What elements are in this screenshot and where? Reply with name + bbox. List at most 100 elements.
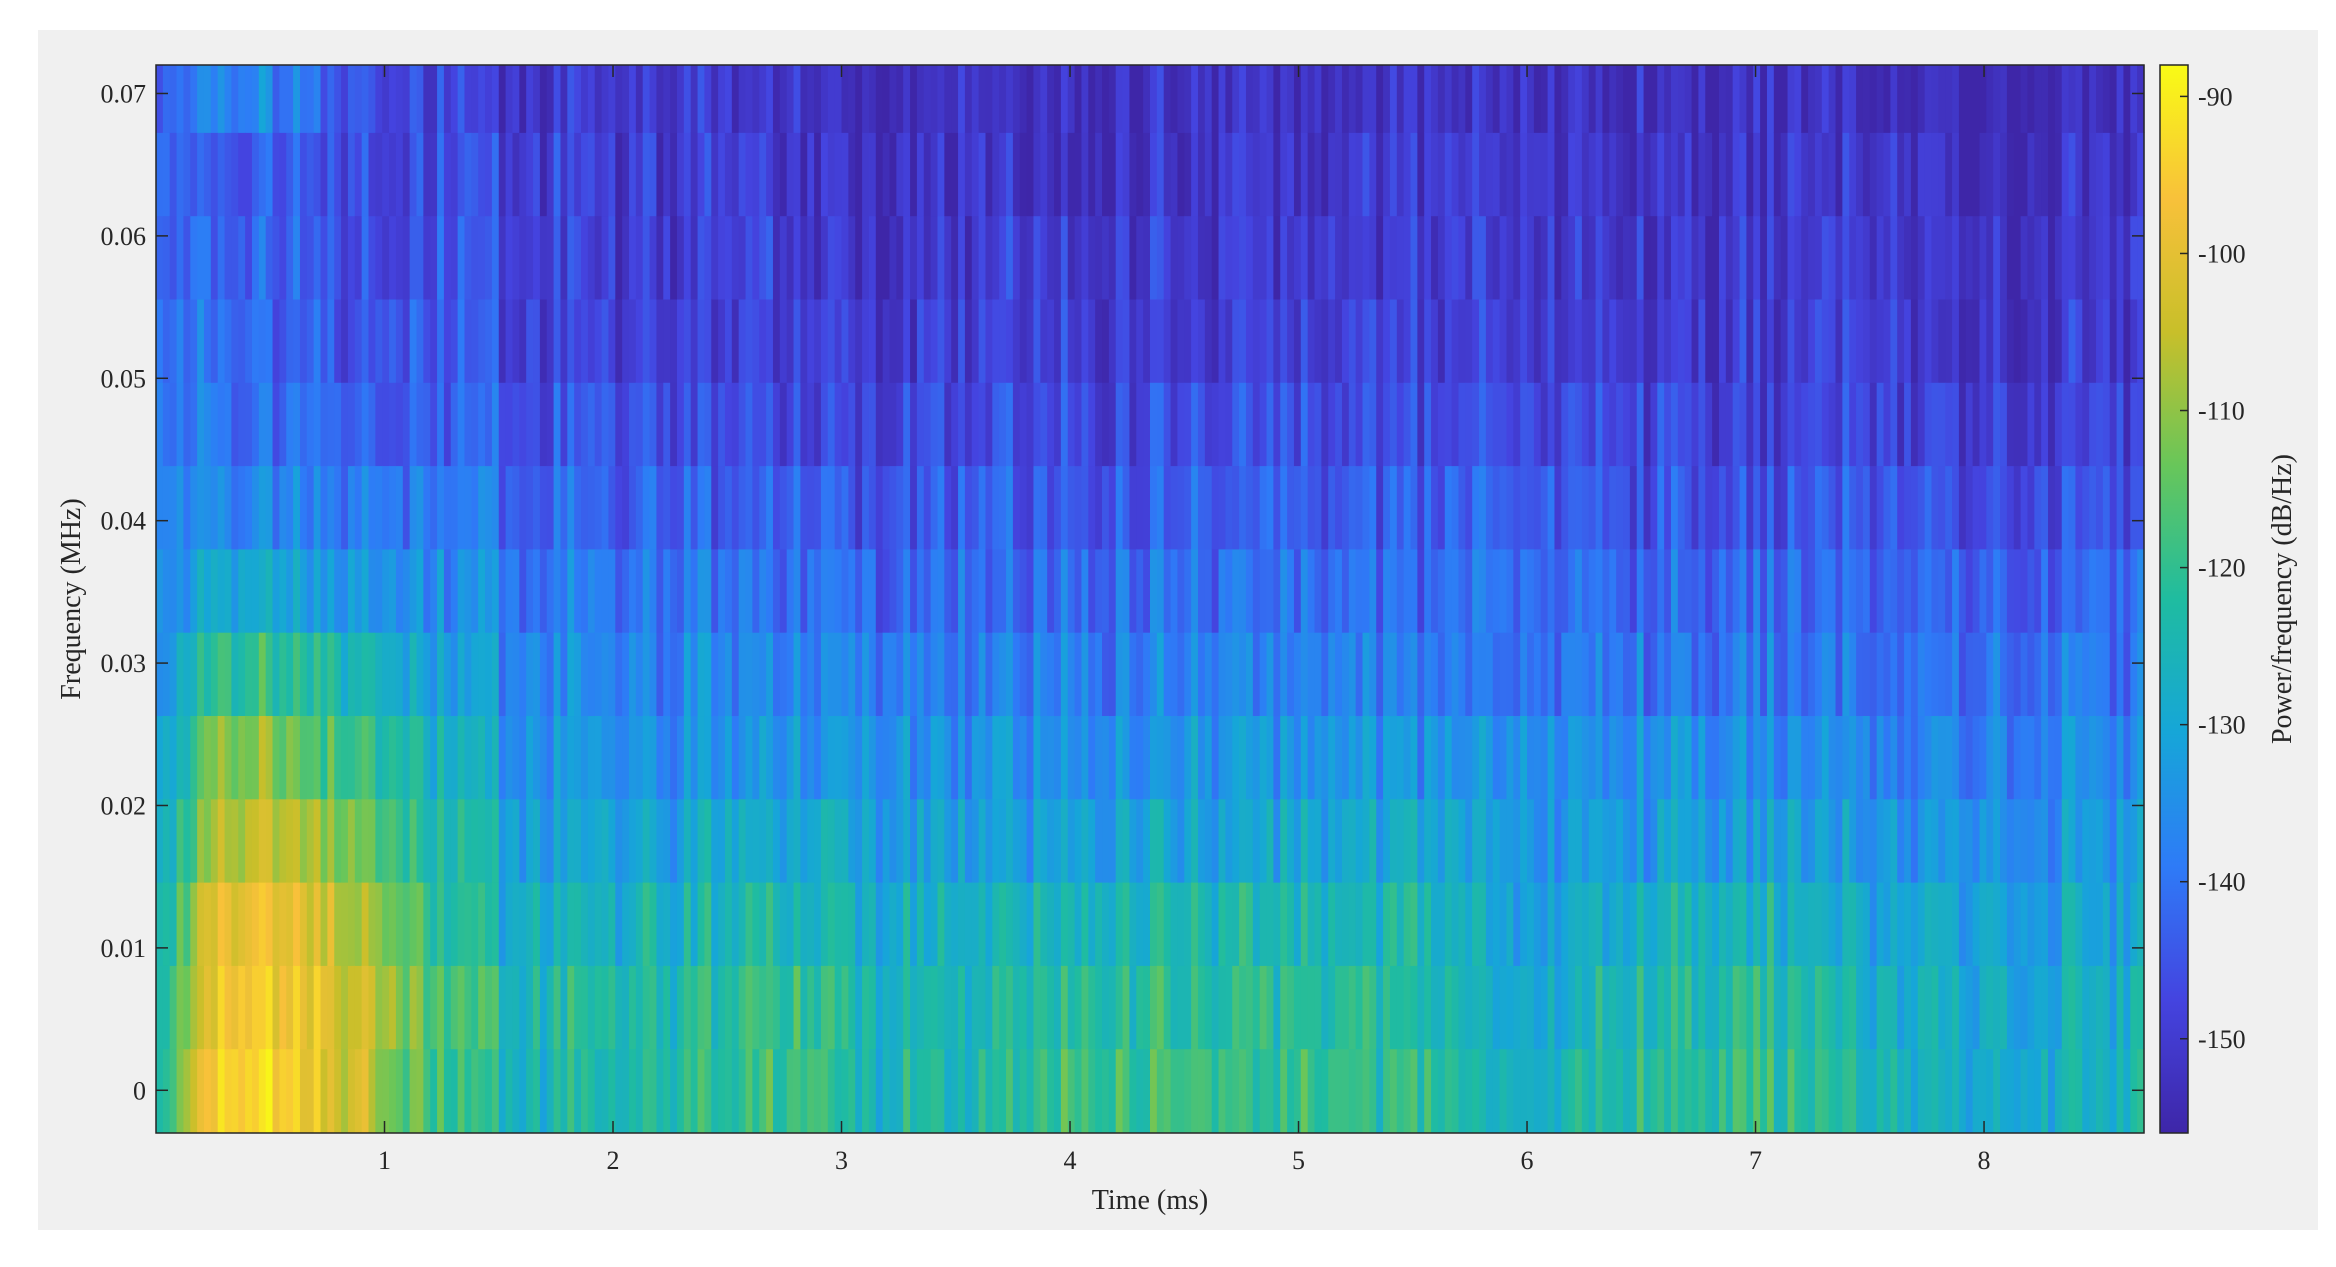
heatmap-cell (1376, 132, 1384, 217)
heatmap-cell (1369, 1048, 1377, 1133)
heatmap-cell (1355, 298, 1364, 383)
heatmap-cell (251, 382, 260, 467)
heatmap-cell (615, 965, 623, 1050)
heatmap-cell (1561, 882, 1569, 966)
heatmap-cell (875, 715, 884, 800)
heatmap-cell (395, 882, 404, 966)
heatmap-cell (1307, 382, 1316, 467)
heatmap-cell (1876, 465, 1885, 550)
heatmap-cell (2041, 882, 2049, 966)
heatmap-cell (1197, 132, 1206, 217)
heatmap-cell (779, 715, 788, 800)
heatmap-cell (923, 382, 932, 467)
heatmap-cell (1952, 298, 1960, 383)
heatmap-cell (1753, 632, 1761, 717)
heatmap-cell (1026, 215, 1035, 300)
heatmap-cell (464, 882, 472, 966)
heatmap-cell (1095, 382, 1103, 467)
heatmap-cell (1376, 215, 1384, 300)
heatmap-cell (1965, 882, 1974, 966)
heatmap-cell (519, 1048, 527, 1133)
heatmap-cell (505, 715, 514, 800)
heatmap-cell (1204, 965, 1213, 1050)
heatmap-cell (1170, 632, 1179, 717)
heatmap-cell (279, 715, 287, 800)
heatmap-cell (1191, 65, 1199, 133)
heatmap-cell (361, 465, 370, 550)
heatmap-cell (745, 215, 753, 300)
heatmap-cell (1006, 715, 1014, 800)
heatmap-cell (2137, 132, 2145, 217)
heatmap-cell (2137, 965, 2145, 1050)
heatmap-cell (1225, 548, 1233, 633)
heatmap-cell (978, 465, 987, 550)
heatmap-cell (375, 882, 383, 966)
heatmap-cell (1773, 65, 1782, 133)
heatmap-cell (759, 798, 767, 883)
heatmap-cell (1211, 965, 1220, 1050)
heatmap-cell (361, 132, 370, 217)
heatmap-cell (1513, 798, 1521, 883)
heatmap-cell (964, 215, 973, 300)
heatmap-cell (690, 632, 699, 717)
heatmap-cell (1705, 632, 1713, 717)
heatmap-cell (1856, 215, 1864, 300)
heatmap-cell (299, 298, 308, 383)
heatmap-cell (841, 548, 849, 633)
heatmap-cell (1012, 798, 1021, 883)
heatmap-cell (1204, 715, 1213, 800)
heatmap-cell (1533, 1048, 1542, 1133)
heatmap-cell (1712, 65, 1720, 133)
heatmap-cell (1931, 132, 1939, 217)
heatmap-cell (1335, 1048, 1343, 1133)
heatmap-cell (361, 715, 370, 800)
heatmap-cell (306, 465, 315, 550)
heatmap-cell (1252, 132, 1261, 217)
heatmap-cell (1616, 1048, 1624, 1133)
heatmap-cell (1239, 382, 1247, 467)
heatmap-cell (176, 632, 185, 717)
heatmap-cell (1958, 715, 1967, 800)
heatmap-cell (1664, 215, 1672, 300)
x-tick-label: 3 (835, 1146, 848, 1175)
heatmap-cell (293, 965, 301, 1050)
heatmap-cell (505, 298, 514, 383)
heatmap-cell (1355, 465, 1364, 550)
heatmap-cell (382, 465, 390, 550)
heatmap-cell (1012, 298, 1021, 383)
heatmap-cell (820, 65, 829, 133)
heatmap-cell (361, 882, 370, 966)
heatmap-cell (807, 1048, 815, 1133)
heatmap-cell (649, 382, 658, 467)
heatmap-cell (951, 798, 959, 883)
heatmap-cell (1554, 715, 1562, 800)
heatmap-cell (827, 65, 836, 133)
heatmap-cell (1170, 298, 1179, 383)
heatmap-cell (690, 548, 699, 633)
heatmap-cell (1862, 382, 1871, 467)
heatmap-cell (395, 715, 404, 800)
heatmap-cell (2068, 215, 2077, 300)
heatmap-cell (567, 882, 575, 966)
heatmap-cell (2123, 215, 2131, 300)
heatmap-cell (1876, 632, 1885, 717)
heatmap-cell (1150, 215, 1158, 300)
heatmap-cell (1732, 965, 1741, 1050)
heatmap-cell (1595, 382, 1604, 467)
heatmap-cell (944, 798, 952, 883)
heatmap-cell (1074, 632, 1083, 717)
heatmap-cell (162, 382, 171, 467)
heatmap-cell (1718, 798, 1727, 883)
heatmap-cell (485, 548, 493, 633)
heatmap-cell (1760, 548, 1768, 633)
heatmap-cell (443, 715, 452, 800)
heatmap-cell (1081, 465, 1089, 550)
heatmap-cell (567, 132, 575, 217)
heatmap-cell (1431, 298, 1439, 383)
heatmap-cell (958, 548, 966, 633)
heatmap-cell (814, 1048, 822, 1133)
heatmap-cell (1821, 882, 1830, 966)
heatmap-cell (347, 965, 356, 1050)
heatmap-cell (1054, 798, 1062, 883)
heatmap-cell (1952, 548, 1960, 633)
